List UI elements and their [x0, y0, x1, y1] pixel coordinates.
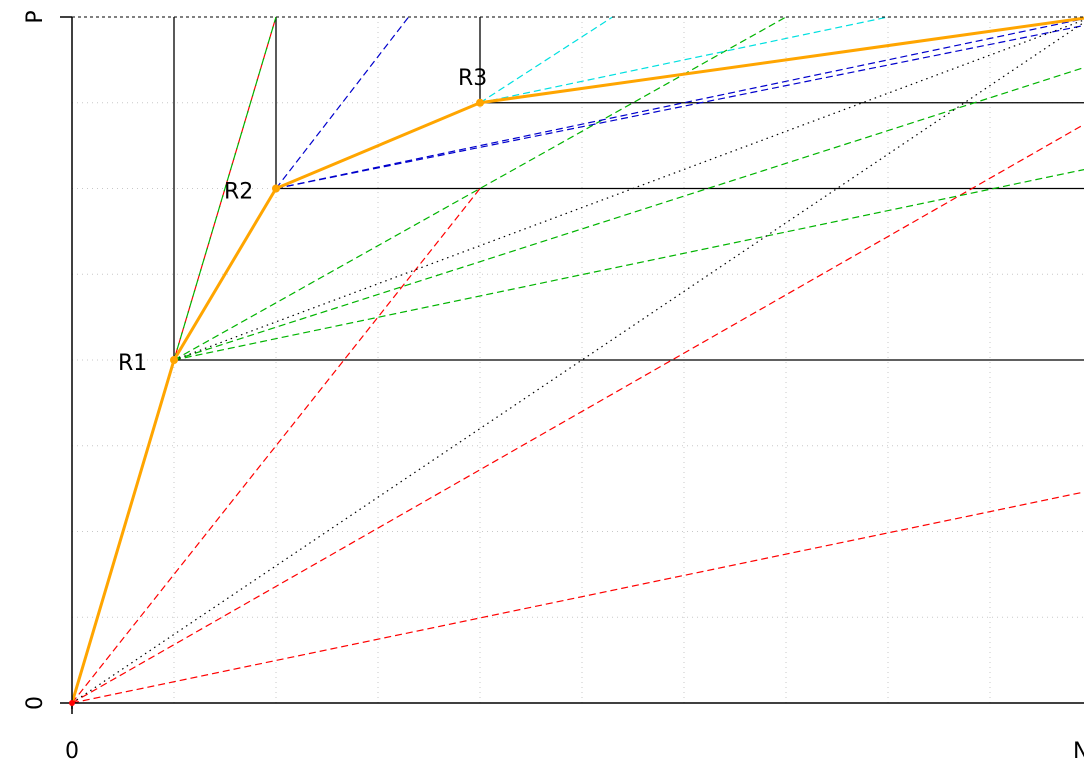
blue-dashed-line	[275, 18, 1084, 190]
points: R1 R2 R3	[69, 66, 487, 706]
green-dashed-line	[173, 66, 1084, 361]
point-r2-marker	[272, 184, 280, 193]
blue-dashed-line	[275, 24, 1084, 190]
guide-lines	[173, 17, 1084, 361]
point-r1-marker	[170, 356, 178, 364]
x-tick-label-0: 0	[65, 739, 79, 761]
red-dashed-line	[71, 491, 1084, 704]
green-dashed-line	[173, 168, 1084, 361]
cyan-dashed-line	[479, 16, 613, 104]
blue-dashed-line	[275, 16, 410, 189]
red-dashed-line	[71, 188, 481, 704]
black-dotted-line	[173, 19, 1084, 361]
point-r1-label: R1	[118, 351, 147, 376]
y-tick-label-p: P	[23, 10, 48, 23]
green-dashed-line	[173, 16, 277, 361]
point-r3-marker	[476, 98, 484, 107]
black-dotted-line	[71, 21, 1084, 704]
y-tick-label-0: 0	[23, 696, 48, 710]
red-dashed-line	[71, 123, 1084, 704]
point-r3-label: R3	[458, 66, 487, 91]
axes: 0 N 0 P	[23, 10, 1084, 761]
origin-point	[69, 700, 75, 706]
cyan-dashed-line	[479, 16, 889, 104]
x-tick-label-n: N	[1073, 739, 1084, 761]
point-r2-label: R2	[224, 180, 253, 205]
